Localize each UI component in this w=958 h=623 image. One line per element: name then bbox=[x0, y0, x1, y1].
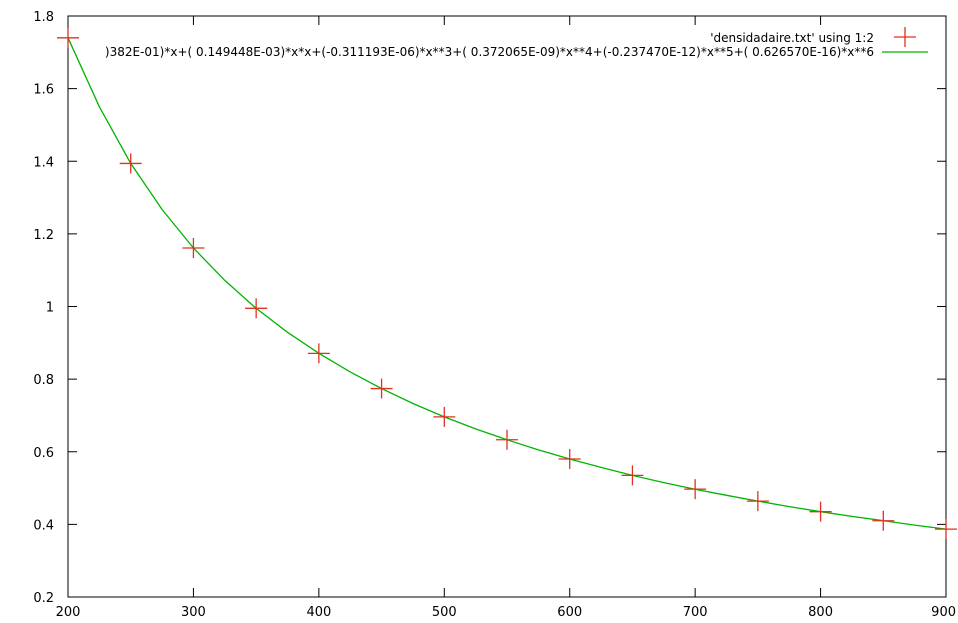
data-point bbox=[935, 519, 957, 540]
y-axis: 0.2 0.4 0.6 0.8 1 1.2 1.4 1.6 1.8 bbox=[33, 10, 946, 606]
x-axis: 200 300 400 500 600 700 800 900 bbox=[56, 16, 956, 620]
y-tick-label: 0.8 bbox=[33, 373, 54, 388]
data-point bbox=[182, 238, 205, 259]
y-tick-label: 0.4 bbox=[33, 518, 54, 533]
x-tick-label: 500 bbox=[432, 605, 457, 620]
legend-marker-data bbox=[894, 27, 916, 47]
y-tick-label: 1.4 bbox=[33, 155, 54, 170]
data-point bbox=[370, 378, 393, 399]
legend-label-data: 'densidadaire.txt' using 1:2 bbox=[710, 31, 874, 45]
x-tick-label: 200 bbox=[56, 605, 81, 620]
x-tick-label: 900 bbox=[931, 605, 956, 620]
data-points bbox=[57, 27, 957, 540]
data-point bbox=[307, 343, 330, 364]
x-tick-label: 300 bbox=[181, 605, 206, 620]
data-point bbox=[433, 406, 456, 427]
y-tick-label: 0.6 bbox=[33, 446, 54, 461]
data-point bbox=[872, 510, 895, 531]
plot-frame bbox=[67, 15, 947, 598]
data-point bbox=[245, 298, 268, 319]
data-point bbox=[684, 479, 707, 500]
data-point bbox=[621, 465, 644, 486]
y-tick-label: 0.2 bbox=[33, 591, 54, 606]
x-tick-label: 400 bbox=[306, 605, 331, 620]
y-tick-label: 1.6 bbox=[33, 83, 54, 98]
data-point bbox=[496, 429, 518, 450]
x-tick-label: 700 bbox=[683, 605, 708, 620]
fit-curve bbox=[67, 37, 947, 530]
legend-label-fit: )382E-01)*x+( 0.149448E-03)*x*x+(-0.3111… bbox=[105, 45, 874, 59]
x-tick-label: 800 bbox=[808, 605, 833, 620]
y-tick-label: 1.8 bbox=[33, 10, 54, 25]
data-point bbox=[119, 153, 142, 174]
data-point bbox=[558, 449, 581, 470]
legend: 'densidadaire.txt' using 1:2 )382E-01)*x… bbox=[105, 27, 928, 59]
data-point bbox=[57, 27, 79, 48]
fit-curve-line bbox=[67, 37, 947, 530]
y-tick-label: 1 bbox=[46, 301, 54, 316]
y-tick-label: 1.2 bbox=[33, 228, 54, 243]
data-point bbox=[746, 491, 769, 512]
x-tick-label: 600 bbox=[557, 605, 582, 620]
data-point bbox=[809, 501, 832, 522]
